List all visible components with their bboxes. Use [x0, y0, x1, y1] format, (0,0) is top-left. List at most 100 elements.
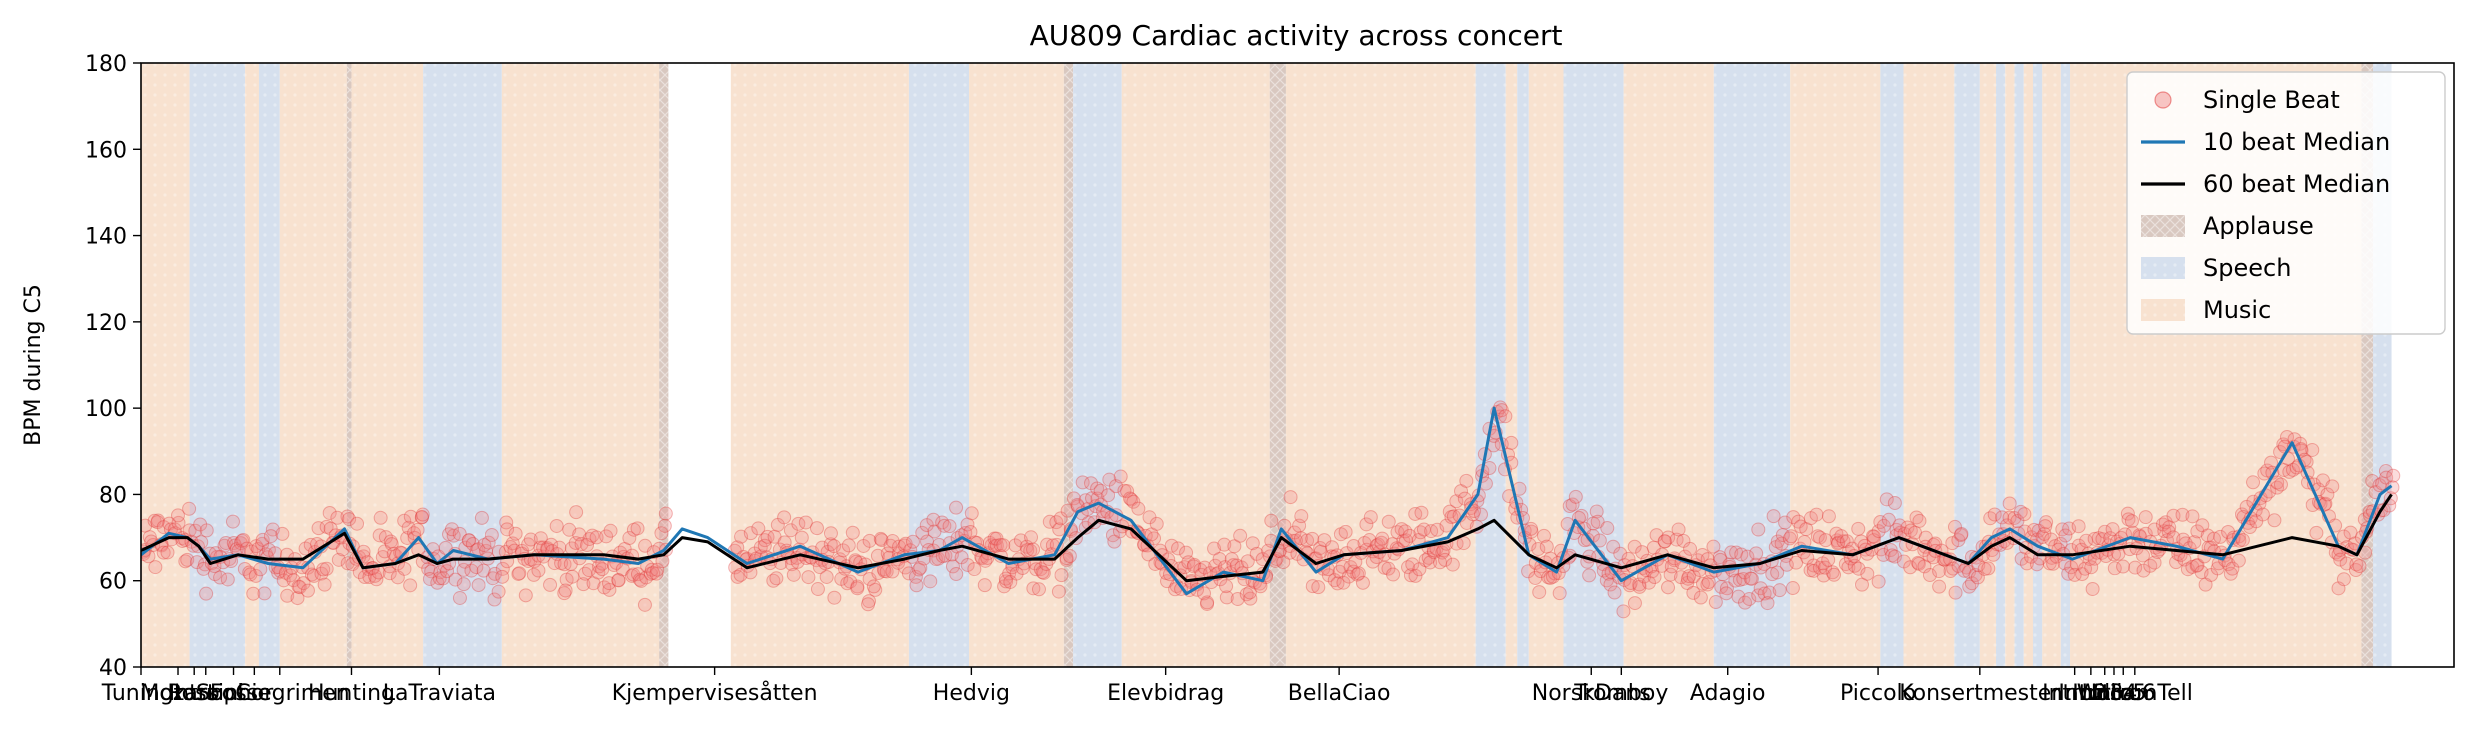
single-beat-point: [815, 540, 830, 555]
single-beat-point: [843, 574, 858, 589]
single-beat-point: [484, 527, 499, 542]
single-beat-point: [1959, 560, 1974, 575]
single-beat-point: [1947, 519, 1962, 534]
single-beat-point: [2085, 582, 2100, 597]
single-beat-point: [456, 562, 471, 577]
single-beat-point: [1622, 578, 1637, 593]
legend-entry: Music: [2141, 296, 2271, 324]
single-beat-point: [834, 571, 849, 586]
single-beat-point: [1421, 550, 1436, 565]
single-beat-point: [557, 586, 572, 601]
single-beat-point: [248, 568, 263, 583]
single-beat-point: [436, 571, 451, 586]
single-beat-point: [926, 512, 941, 527]
single-beat-point: [1208, 558, 1223, 573]
single-beat-point: [1738, 595, 1753, 610]
single-beat-point: [1740, 549, 1755, 564]
single-beat-point: [1953, 528, 1968, 543]
single-beat-point: [998, 571, 1013, 586]
single-beat-point: [770, 517, 785, 532]
single-beat-point: [1562, 499, 1577, 514]
single-beat-point: [1200, 596, 1215, 611]
single-beat-point: [1932, 564, 1947, 579]
x-tick-label: Intro: [169, 681, 220, 706]
single-beat-point: [1193, 562, 1208, 577]
single-beat-point: [225, 514, 240, 529]
single-beat-point: [2339, 556, 2354, 571]
single-beat-point: [868, 582, 883, 597]
region-music-17: [1285, 63, 1476, 667]
x-tick-label: LaTraviata: [383, 681, 496, 706]
single-beat-point: [2249, 514, 2264, 529]
single-beat-point: [1093, 483, 1108, 498]
single-beat-point: [1948, 585, 1963, 600]
single-beat-point: [2190, 558, 2205, 573]
single-beat-point: [1105, 528, 1120, 543]
single-beat-point: [809, 521, 824, 536]
single-beat-point: [996, 538, 1011, 553]
single-beat-point: [1101, 488, 1116, 503]
single-beat-point: [2162, 520, 2177, 535]
single-beat-point: [2315, 473, 2330, 488]
region-speech-14: [1073, 63, 1122, 667]
single-beat-point: [424, 564, 439, 579]
single-beat-point: [1734, 547, 1749, 562]
single-beat-point: [1613, 546, 1628, 561]
single-beat-point: [1003, 574, 1018, 589]
single-beat-point: [1424, 524, 1439, 539]
single-beat-point: [2029, 557, 2044, 572]
single-beat-point: [2013, 504, 2028, 519]
single-beat-point: [1962, 579, 1977, 594]
single-beat-point: [565, 569, 580, 584]
single-beat-point: [193, 517, 208, 532]
single-beat-point: [471, 578, 486, 593]
single-beat-point: [1616, 604, 1631, 619]
single-beat-point: [1883, 543, 1898, 558]
single-beat-point: [319, 561, 334, 576]
single-beat-point: [518, 588, 533, 603]
single-beat-point: [977, 578, 992, 593]
single-beat-point: [1401, 560, 1416, 575]
single-beat-point: [151, 513, 166, 528]
single-beat-point: [2255, 507, 2270, 522]
single-beat-point: [462, 533, 477, 548]
single-beat-point: [2309, 525, 2324, 540]
single-beat-point: [2257, 466, 2272, 481]
single-beat-point: [1742, 591, 1757, 606]
single-beat-point: [845, 525, 860, 540]
single-beat-point: [1607, 585, 1622, 600]
single-beat-point: [1442, 504, 1457, 519]
single-beat-point: [314, 566, 329, 581]
single-beat-point: [2071, 538, 2086, 553]
single-beat-point: [1230, 592, 1245, 607]
single-beat-point: [1911, 555, 1926, 570]
x-tick-label: NorskDans: [1532, 681, 1651, 706]
single-beat-point: [544, 537, 559, 552]
single-beat-point: [1336, 575, 1351, 590]
single-beat-point: [1418, 553, 1433, 568]
single-beat-point: [733, 567, 748, 582]
single-beat-point: [1164, 538, 1179, 553]
single-beat-point: [340, 556, 355, 571]
region-speech-30: [1996, 63, 2006, 667]
single-beat-point: [757, 538, 772, 553]
x-tick-label: Mozart: [140, 681, 216, 706]
single-beat-point: [1226, 558, 1241, 573]
single-beat-point: [2225, 561, 2240, 576]
single-beat-point: [1917, 559, 1932, 574]
single-beat-point: [2075, 567, 2090, 582]
single-beat-point: [1839, 534, 1854, 549]
single-beat-point: [487, 592, 502, 607]
single-beat-point: [1343, 560, 1358, 575]
single-beat-point: [751, 521, 766, 536]
single-beat-point: [1724, 545, 1739, 560]
single-beat-point: [1946, 561, 1961, 576]
single-beat-point: [1885, 548, 1900, 563]
single-beat-point: [461, 533, 476, 548]
region-music-29: [1979, 63, 1997, 667]
single-beat-point: [769, 571, 784, 586]
single-beat-point: [400, 530, 415, 545]
single-beat-point: [1346, 564, 1361, 579]
single-beat-point: [1744, 571, 1759, 586]
single-beat-point: [1873, 515, 1888, 530]
